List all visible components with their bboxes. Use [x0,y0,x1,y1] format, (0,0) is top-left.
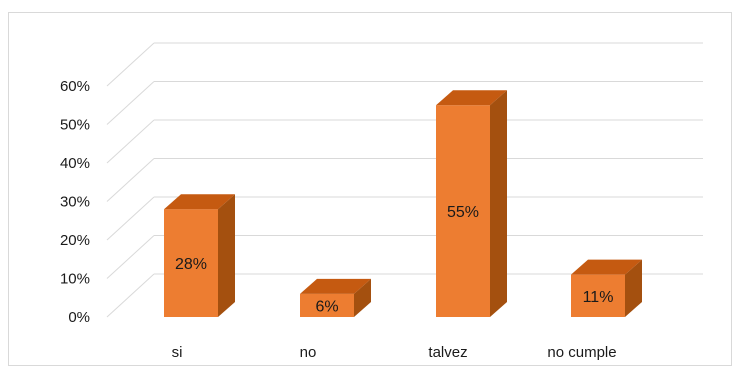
bar-front [300,293,354,317]
data-labels: 28% 6% 55% 11% [175,204,613,315]
bar-no [300,278,371,317]
bar-front [164,209,218,317]
bars [164,90,642,317]
gridline-slant [106,273,155,318]
y-tick-label: 20% [60,232,90,249]
x-category-label: si [172,344,183,361]
data-label: 6% [315,298,338,315]
bar-side [490,90,507,317]
bar-top [436,90,507,106]
data-label: 11% [583,289,614,306]
y-tick-label: 60% [60,78,90,95]
bar-side [625,259,642,317]
gridline-slant [106,42,155,87]
gridline-slant [106,158,155,202]
gridlines [106,42,703,318]
gridline-slant [106,235,155,279]
x-category-label: no [300,344,317,361]
bar-side [354,278,371,317]
x-category-label: talvez [428,344,467,361]
bar-top [164,194,235,210]
y-axis-ticks: 0% 10% 20% 30% 40% 50% 60% [60,78,90,326]
bar-side [218,194,235,317]
bar-top [571,259,642,275]
x-axis-labels: si no talvez no cumple [172,344,617,361]
bar-talvez [436,90,507,317]
data-label: 28% [175,256,207,273]
y-tick-label: 40% [60,155,90,172]
x-category-label: no cumple [547,344,616,361]
gridline-slant [106,119,155,164]
y-tick-label: 30% [60,194,90,211]
gridline-slant [106,196,155,241]
gridline-slant [106,81,155,125]
y-tick-label: 50% [60,117,90,134]
bar-front [436,105,490,317]
bar-si [164,194,235,317]
y-tick-label: 10% [60,271,90,288]
bar-top [300,278,371,294]
bar-front [571,274,625,317]
data-label: 55% [447,204,479,221]
bar-no-cumple [571,259,642,317]
y-tick-label: 0% [68,309,90,326]
